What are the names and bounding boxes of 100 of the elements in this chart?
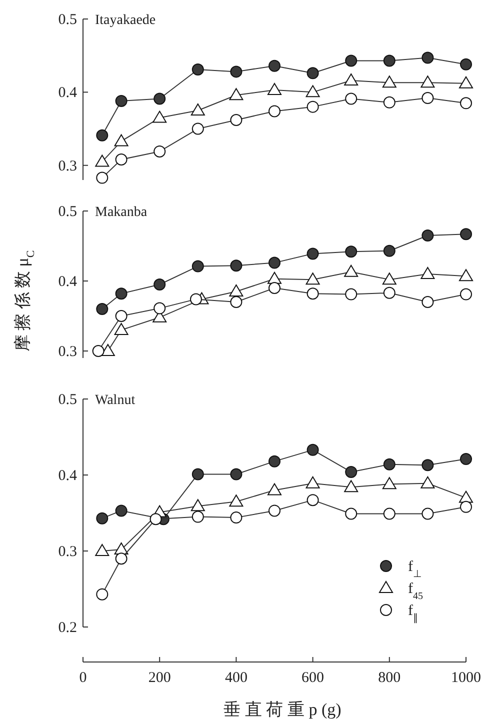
- point: [306, 248, 319, 260]
- point: [230, 66, 242, 78]
- y-tick-label: 0.5: [58, 204, 77, 220]
- point: [344, 480, 358, 492]
- point: [100, 344, 115, 356]
- point: [382, 477, 396, 490]
- point: [306, 494, 319, 506]
- point: [345, 92, 358, 105]
- point: [383, 286, 396, 299]
- y-tick-label: 0.4: [58, 468, 78, 484]
- point: [192, 63, 204, 76]
- point: [92, 345, 104, 357]
- point: [306, 288, 319, 300]
- point: [154, 145, 166, 158]
- point: [114, 134, 128, 146]
- x-tick-label: 800: [378, 670, 401, 686]
- point: [192, 122, 204, 135]
- point: [154, 92, 166, 105]
- point: [460, 228, 472, 240]
- point: [382, 272, 396, 285]
- point: [422, 459, 434, 472]
- point: [190, 293, 202, 306]
- point: [154, 302, 166, 314]
- point: [420, 267, 435, 279]
- point: [345, 466, 358, 478]
- point: [230, 468, 242, 480]
- point: [268, 82, 282, 95]
- chart-title: Walnut: [95, 393, 136, 408]
- point: [306, 476, 320, 488]
- point: [460, 288, 472, 300]
- point: [459, 269, 473, 282]
- point: [460, 58, 472, 70]
- point: [268, 105, 280, 118]
- point: [229, 88, 244, 100]
- point: [230, 296, 242, 308]
- y-tick-label: 0.5: [58, 12, 77, 28]
- y-tick-label: 0.3: [58, 544, 77, 560]
- point: [383, 458, 396, 470]
- x-tick-label: 1000: [451, 670, 481, 686]
- point: [422, 296, 434, 308]
- legend-label: f$_{∥}$: [408, 603, 418, 624]
- x-axis-title: 垂 直 荷 重 p (g): [224, 700, 342, 719]
- point: [230, 114, 242, 126]
- chart-title: Itayakaede: [95, 13, 156, 28]
- point: [382, 76, 396, 88]
- point: [115, 504, 128, 517]
- point: [268, 455, 280, 468]
- x-tick-label: 200: [148, 670, 171, 686]
- point: [345, 288, 358, 300]
- y-tick-label: 0.5: [58, 392, 77, 408]
- point: [460, 453, 472, 466]
- point: [192, 510, 204, 523]
- x-tick-label: 400: [224, 670, 248, 686]
- point: [114, 323, 128, 335]
- y-tick-label: 0.3: [58, 158, 77, 174]
- point: [96, 588, 108, 600]
- point: [345, 508, 358, 520]
- y-tick-label: 0.4: [58, 85, 78, 102]
- point: [422, 230, 434, 242]
- point: [96, 512, 108, 524]
- point: [306, 272, 320, 285]
- point: [96, 172, 108, 184]
- point: [115, 154, 128, 166]
- point: [229, 494, 244, 507]
- point: [268, 60, 280, 72]
- point: [152, 110, 167, 123]
- point: [230, 512, 242, 524]
- point: [115, 552, 128, 565]
- point: [422, 92, 434, 104]
- point: [422, 52, 434, 64]
- point: [460, 500, 472, 513]
- point: [383, 54, 396, 67]
- point: [306, 67, 319, 80]
- point: [95, 154, 110, 167]
- point: [190, 103, 205, 116]
- point: [154, 278, 166, 290]
- point: [383, 244, 396, 257]
- legend-label: f$_{45}$: [408, 581, 423, 602]
- x-tick-label: 0: [79, 670, 87, 686]
- point: [150, 513, 162, 526]
- point: [460, 97, 472, 110]
- point: [115, 94, 128, 107]
- point: [344, 73, 358, 86]
- point: [420, 476, 435, 488]
- y-tick-label: 0.3: [58, 344, 77, 360]
- point: [192, 468, 204, 480]
- point: [345, 246, 358, 258]
- point: [344, 264, 358, 277]
- point: [345, 54, 358, 67]
- x-tick-label: 600: [302, 670, 324, 686]
- point: [383, 508, 396, 520]
- point: [115, 310, 128, 322]
- point: [115, 288, 128, 300]
- point: [306, 444, 319, 456]
- point: [268, 282, 280, 294]
- point: [306, 85, 320, 98]
- legend-label: f$_{⊥}$: [408, 559, 422, 580]
- point: [230, 260, 242, 272]
- chart-title: Makanba: [95, 205, 148, 220]
- point: [229, 284, 244, 296]
